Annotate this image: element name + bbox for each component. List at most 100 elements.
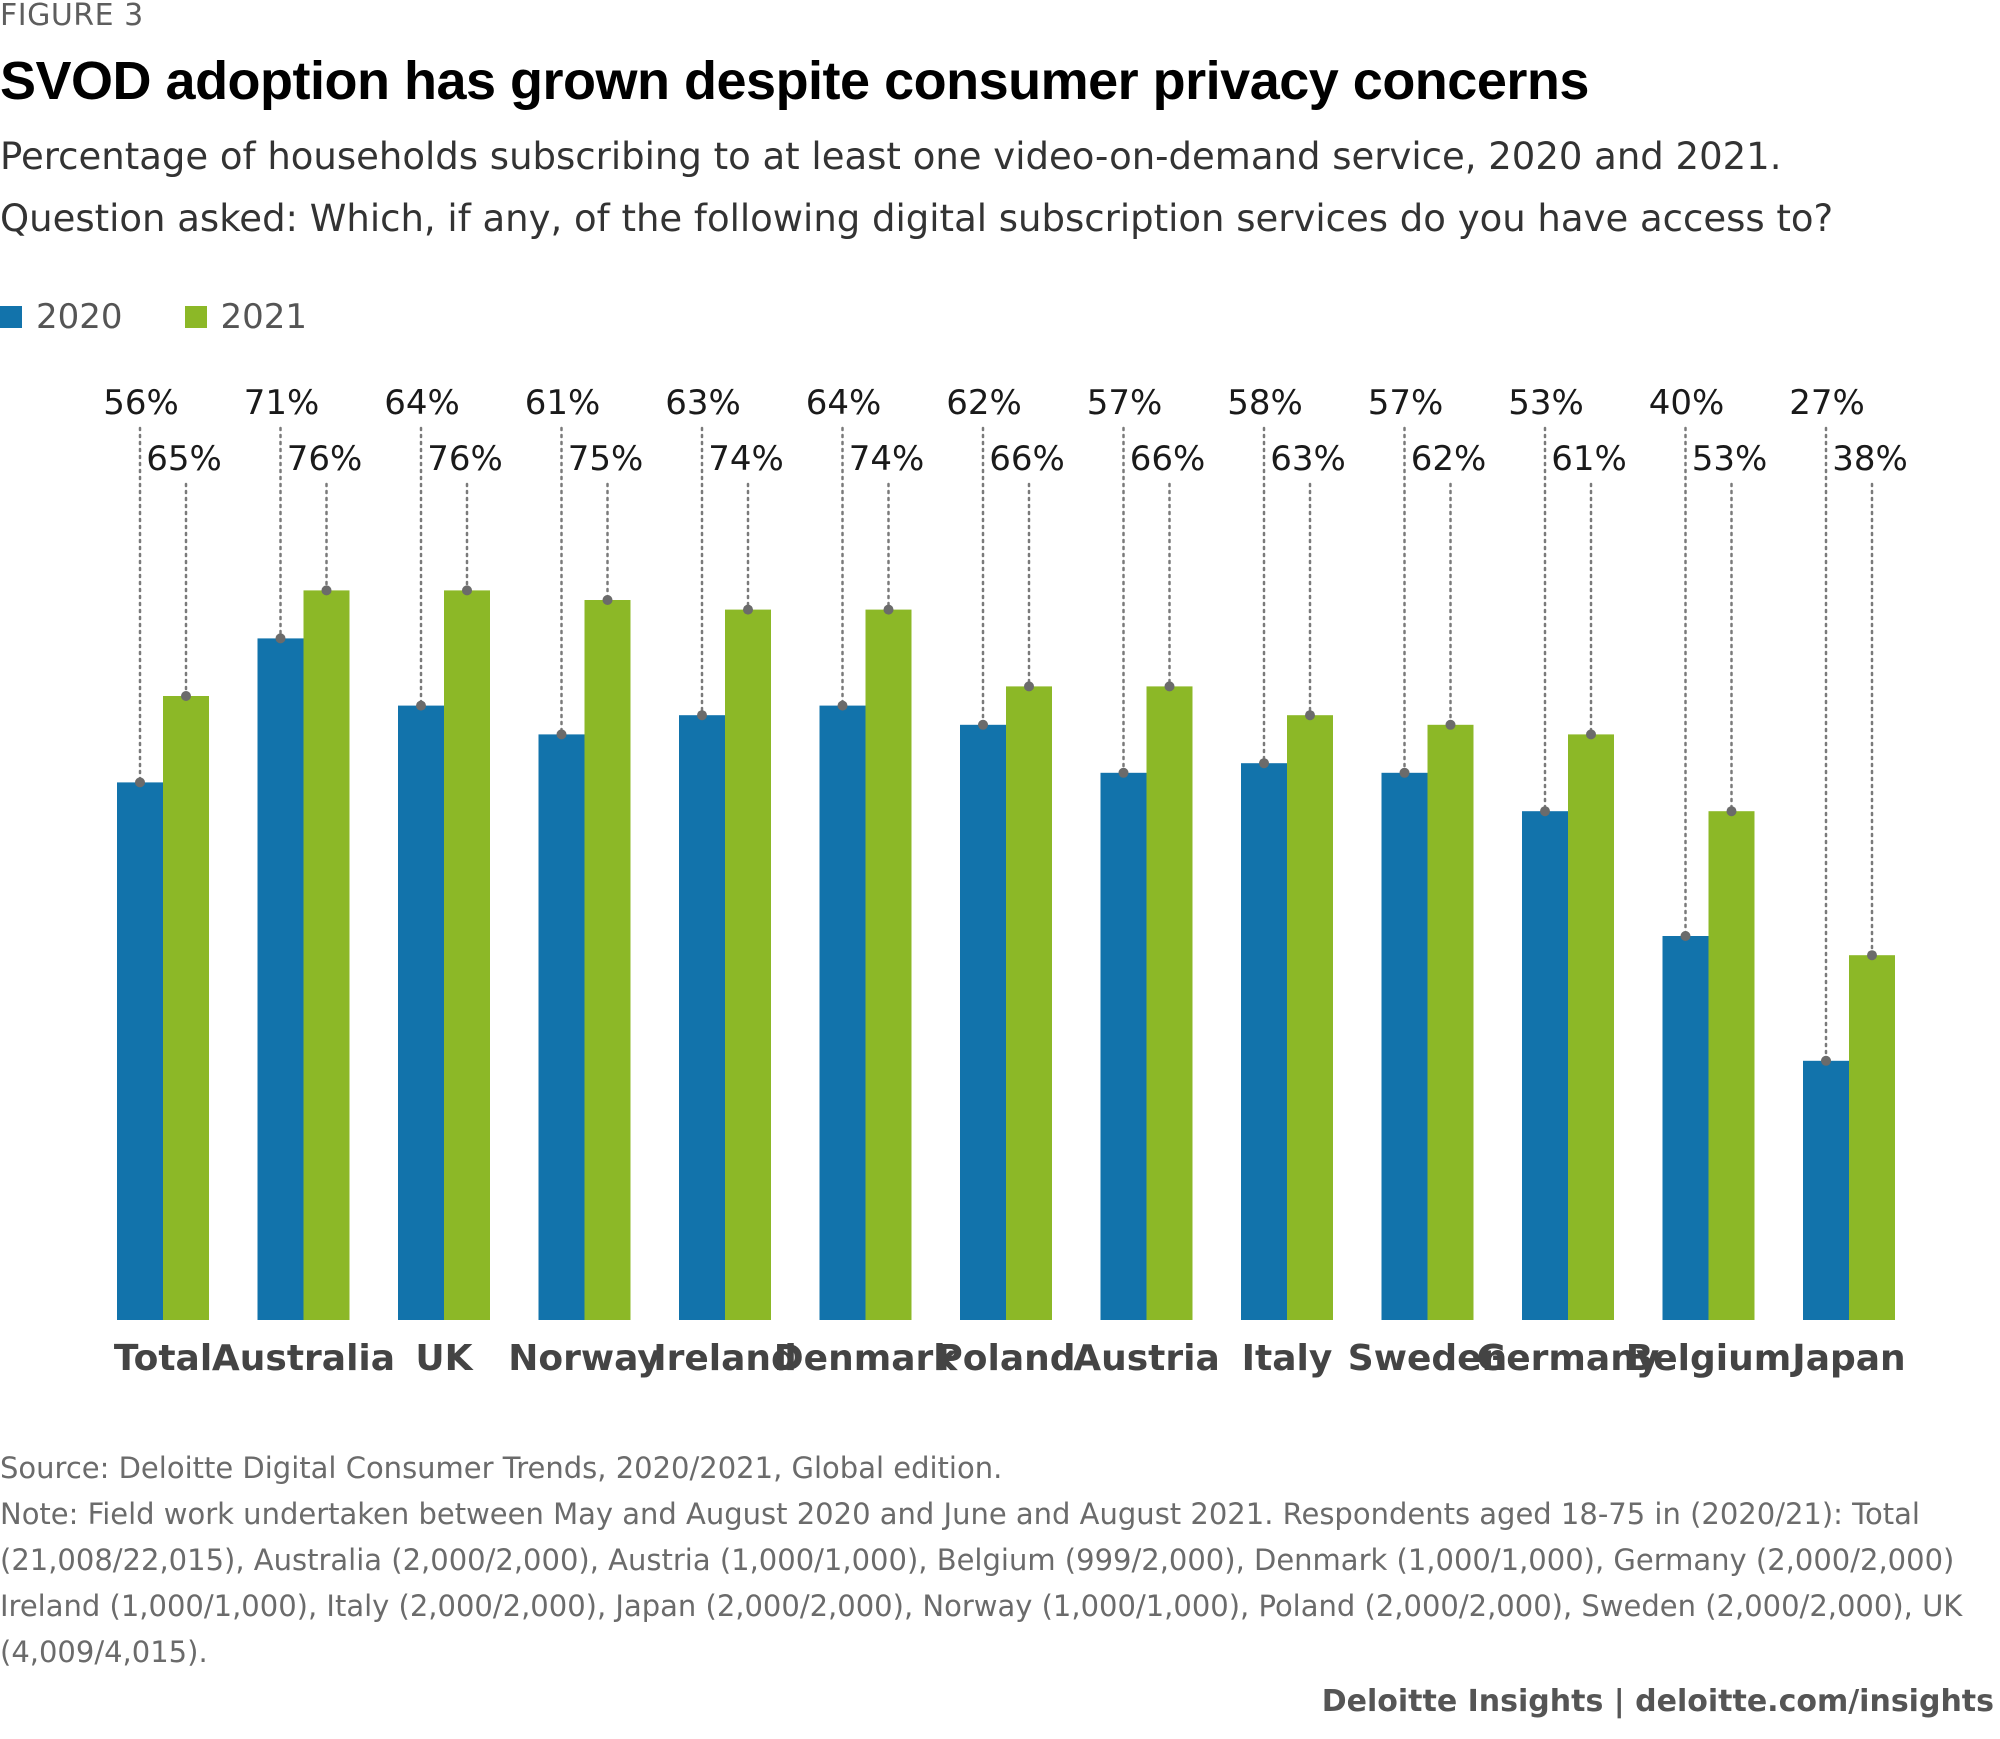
value-label-uk-2021: 76% [427,439,503,479]
category-label-belgium: Belgium [1626,1338,1791,1379]
marker-italy-2020 [1259,758,1269,769]
value-label-denmark-2021: 74% [849,439,925,479]
bar-japan-2020 [1803,1060,1849,1320]
marker-uk-2020 [416,700,426,711]
chart-question: Question asked: Which, if any, of the fo… [0,197,1834,240]
bar-australia-2020 [257,638,304,1320]
value-label-germany-2021: 61% [1551,439,1627,479]
bar-ireland-2020 [679,715,725,1320]
bar-austria-2020 [1100,772,1147,1320]
category-label-germany: Germany [1477,1338,1660,1379]
marker-belgium-2020 [1680,931,1691,941]
value-label-belgium-2020: 40% [1649,383,1725,423]
bar-total-2021 [163,696,209,1320]
legend-item-2020: 2020 [0,297,123,337]
marker-italy-2021 [1305,710,1315,721]
bar-ireland-2021 [725,609,771,1320]
bar-belgium-2020 [1662,936,1709,1320]
marker-total-2020 [135,777,145,788]
bar-germany-2021 [1568,734,1614,1320]
chart-title: SVOD adoption has grown despite consumer… [0,51,1589,111]
marker-poland-2020 [978,719,988,730]
value-label-norway-2021: 75% [568,439,644,479]
bar-poland-2020 [960,724,1006,1320]
bar-uk-2021 [444,590,490,1320]
marker-norway-2021 [602,595,613,605]
marker-denmark-2021 [883,604,894,615]
marker-australia-2020 [275,633,286,644]
bar-total-2020 [117,782,163,1320]
category-label-ireland: Ireland [653,1338,797,1379]
value-label-sweden-2020: 57% [1368,383,1444,423]
bar-uk-2020 [398,705,444,1320]
value-label-italy-2021: 63% [1270,439,1346,479]
category-label-poland: Poland [936,1338,1075,1379]
value-label-total-2021: 65% [146,439,222,479]
marker-total-2021 [181,691,191,701]
value-label-sweden-2021: 62% [1411,439,1487,479]
source-note: Source: Deloitte Digital Consumer Trends… [0,1451,1003,1485]
value-label-italy-2020: 58% [1227,383,1303,423]
legend-label-2020: 2020 [36,297,123,337]
value-label-australia-2021: 76% [287,439,363,479]
value-label-japan-2021: 38% [1832,439,1908,479]
brand-credit: Deloitte Insights | deloitte.com/insight… [1321,1684,1994,1719]
bar-italy-2020 [1241,763,1287,1320]
marker-belgium-2021 [1726,806,1737,817]
bar-norway-2020 [538,734,585,1320]
category-label-denmark: Denmark [774,1338,958,1379]
bar-denmark-2020 [819,705,866,1320]
fieldwork-note: Note: Field work undertaken between May … [0,1497,1963,1669]
value-label-poland-2021: 66% [989,439,1065,479]
marker-germany-2020 [1540,806,1550,817]
marker-poland-2021 [1024,681,1034,692]
value-label-germany-2020: 53% [1508,383,1584,423]
value-label-total-2020: 56% [103,383,179,423]
category-label-australia: Australia [212,1338,395,1379]
value-label-norway-2020: 61% [525,383,601,423]
value-label-poland-2020: 62% [946,383,1022,423]
legend-swatch-2021 [184,306,207,328]
category-label-italy: Italy [1242,1338,1333,1379]
marker-sweden-2021 [1445,719,1456,730]
bar-norway-2021 [584,600,631,1320]
category-label-japan: Japan [1789,1338,1905,1379]
bar-denmark-2021 [865,609,912,1320]
value-label-ireland-2020: 63% [665,383,741,423]
marker-denmark-2020 [837,700,848,711]
category-label-total: Total [114,1338,212,1379]
value-label-denmark-2020: 64% [806,383,882,423]
value-label-belgium-2021: 53% [1692,439,1768,479]
value-label-austria-2020: 57% [1087,383,1163,423]
category-label-sweden: Sweden [1348,1338,1507,1379]
legend-label-2021: 2021 [220,297,308,337]
legend-swatch-2020 [0,306,22,328]
category-label-uk: UK [415,1338,473,1379]
marker-sweden-2020 [1399,767,1410,778]
category-label-norway: Norway [508,1338,661,1379]
bar-italy-2021 [1287,715,1333,1320]
marker-norway-2020 [556,729,567,740]
marker-austria-2020 [1118,767,1129,778]
marker-japan-2020 [1821,1055,1831,1066]
value-label-australia-2020: 71% [244,383,320,423]
marker-ireland-2020 [697,710,707,721]
category-label-austria: Austria [1073,1338,1220,1379]
bar-sweden-2020 [1381,772,1428,1320]
legend-item-2021: 2021 [184,297,308,337]
bar-poland-2021 [1006,686,1052,1320]
figure-label: FIGURE 3 [0,0,144,33]
marker-uk-2021 [462,585,472,596]
value-label-ireland-2021: 74% [708,439,784,479]
bar-japan-2021 [1849,955,1895,1320]
value-label-japan-2020: 27% [1789,383,1865,423]
marker-austria-2021 [1164,681,1175,692]
bar-australia-2021 [303,590,350,1320]
bar-sweden-2021 [1427,724,1474,1320]
value-label-uk-2020: 64% [384,383,460,423]
value-label-austria-2021: 66% [1130,439,1206,479]
marker-japan-2021 [1867,950,1877,961]
bar-austria-2021 [1146,686,1193,1320]
bar-germany-2020 [1522,811,1568,1320]
bar-belgium-2021 [1708,811,1755,1320]
